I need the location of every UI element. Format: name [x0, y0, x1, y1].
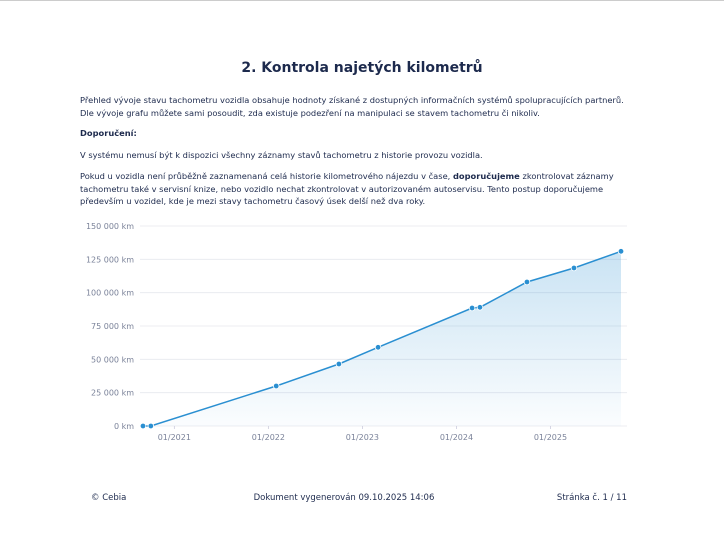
y-tick-label: 75 000 km	[91, 322, 134, 331]
point	[617, 248, 625, 255]
point	[476, 304, 484, 311]
y-tick-label: 0 km	[114, 422, 134, 431]
y-tick-label: 150 000 km	[86, 222, 134, 231]
footer-left: © Cebia	[91, 493, 127, 503]
footer-center: Dokument vygenerován 09.10.2025 14:06	[253, 493, 435, 503]
point	[147, 422, 155, 430]
point	[335, 360, 343, 368]
advice-text: Pokud u vozidla není průběžně zaznamenan…	[80, 171, 453, 181]
point	[468, 304, 476, 312]
intro: Přehled vývoje stavu tachometru vozidla …	[80, 95, 624, 118]
x-tick-label: 01/2023	[346, 433, 379, 442]
y-tick-label: 50 000 km	[91, 355, 134, 364]
note: V systému nemusí být k dispozici všechny…	[80, 150, 483, 160]
x-tick-label: 01/2025	[534, 433, 567, 442]
recommendation-heading: Doporučení:	[80, 128, 137, 138]
y-tick-label: 100 000 km	[86, 289, 134, 298]
footer-right: Stránka č. 1 / 11	[556, 493, 627, 503]
title: 2. Kontrola najetých kilometrů	[241, 60, 483, 76]
point	[523, 278, 531, 286]
advice-bold: doporučujeme	[452, 171, 520, 181]
point	[570, 264, 578, 272]
x-tick-label: 01/2022	[252, 433, 285, 442]
point	[374, 344, 382, 351]
x-tick-label: 01/2024	[440, 433, 473, 442]
point	[139, 422, 147, 430]
advice-text: zkontrolovat záznamy tachometru také v s…	[80, 171, 614, 206]
line	[143, 250, 622, 427]
area	[143, 251, 621, 426]
top-border	[0, 0, 724, 1]
advice: Pokud u vozidla není průběžně zaznamenan…	[80, 170, 640, 208]
y-tick-label: 125 000 km	[86, 255, 134, 264]
y-tick-label: 25 000 km	[91, 389, 134, 398]
point	[273, 382, 280, 390]
x-tick-label: 01/2021	[158, 433, 191, 442]
